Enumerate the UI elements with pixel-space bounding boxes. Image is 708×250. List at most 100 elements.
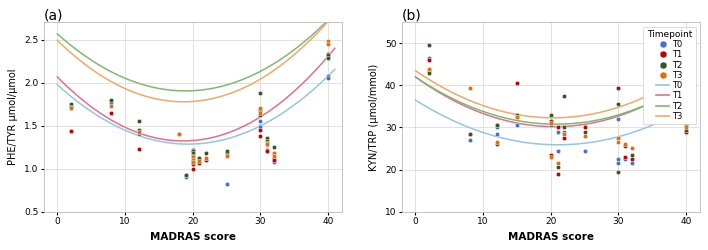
Point	[173, 132, 185, 136]
Point	[255, 134, 266, 138]
Point	[200, 158, 212, 162]
Point	[65, 104, 76, 108]
Point	[322, 52, 333, 56]
Point	[545, 119, 556, 123]
Point	[261, 142, 273, 146]
Point	[559, 126, 570, 130]
Point	[491, 140, 503, 144]
Point	[613, 170, 624, 173]
Point	[613, 86, 624, 89]
Point	[261, 148, 273, 152]
Point	[261, 141, 273, 145]
Point	[187, 166, 198, 170]
Point	[255, 108, 266, 112]
Point	[559, 130, 570, 134]
Point	[65, 129, 76, 133]
Text: (b): (b)	[402, 8, 422, 22]
Point	[261, 141, 273, 145]
Point	[268, 160, 280, 164]
Point	[181, 172, 192, 176]
Point	[261, 143, 273, 147]
Point	[620, 157, 631, 161]
Point	[268, 151, 280, 155]
Point	[491, 123, 503, 127]
Point	[545, 121, 556, 125]
Point	[627, 153, 638, 157]
Point	[680, 123, 692, 127]
Point	[187, 154, 198, 158]
Point	[627, 146, 638, 150]
Point	[552, 172, 564, 176]
Point	[200, 151, 212, 155]
Point	[65, 106, 76, 110]
Point	[545, 121, 556, 125]
Point	[559, 132, 570, 136]
Point	[194, 158, 205, 162]
Point	[187, 154, 198, 158]
Point	[194, 156, 205, 160]
Point	[268, 158, 280, 162]
Point	[545, 123, 556, 127]
Point	[511, 123, 523, 127]
Point	[613, 136, 624, 140]
Point	[491, 132, 503, 136]
Point	[194, 159, 205, 163]
Point	[511, 115, 523, 119]
Point	[322, 74, 333, 78]
Point	[194, 157, 205, 161]
Point	[423, 58, 435, 62]
Point	[187, 159, 198, 163]
Point	[322, 55, 333, 59]
Point	[545, 155, 556, 159]
Point	[187, 148, 198, 152]
Point	[552, 126, 564, 130]
Point	[268, 154, 280, 158]
Point	[187, 148, 198, 152]
Point	[545, 153, 556, 157]
Point	[65, 104, 76, 108]
Point	[268, 156, 280, 160]
Text: (a): (a)	[44, 8, 63, 22]
Point	[181, 174, 192, 178]
Point	[187, 158, 198, 162]
Point	[579, 126, 590, 130]
Point	[221, 149, 232, 153]
Point	[268, 158, 280, 162]
Point	[105, 111, 117, 115]
Point	[552, 166, 564, 170]
Point	[255, 91, 266, 95]
Point	[255, 125, 266, 129]
Point	[187, 149, 198, 153]
Point	[423, 56, 435, 60]
Point	[627, 157, 638, 161]
Point	[105, 98, 117, 102]
X-axis label: MADRAS score: MADRAS score	[508, 232, 594, 242]
Point	[322, 56, 333, 60]
Point	[545, 113, 556, 117]
Point	[511, 115, 523, 119]
Point	[133, 128, 144, 132]
Point	[423, 44, 435, 48]
Point	[133, 132, 144, 136]
Point	[423, 66, 435, 70]
Point	[187, 156, 198, 160]
Point	[680, 128, 692, 132]
Point	[511, 113, 523, 117]
Point	[613, 161, 624, 165]
Point	[173, 132, 185, 136]
Point	[200, 156, 212, 160]
Point	[133, 130, 144, 134]
Point	[464, 132, 475, 136]
Point	[322, 76, 333, 80]
Point	[552, 148, 564, 152]
Point	[613, 117, 624, 121]
Point	[261, 136, 273, 140]
Point	[620, 142, 631, 146]
Point	[322, 53, 333, 57]
Legend: T0, T1, T2, T3, T0, T1, T2, T3: T0, T1, T2, T3, T0, T1, T2, T3	[644, 26, 695, 124]
Y-axis label: PHE/TYR μmol/μmol: PHE/TYR μmol/μmol	[8, 69, 18, 165]
Point	[491, 126, 503, 130]
Point	[133, 147, 144, 151]
Point	[187, 162, 198, 166]
Point	[105, 104, 117, 108]
